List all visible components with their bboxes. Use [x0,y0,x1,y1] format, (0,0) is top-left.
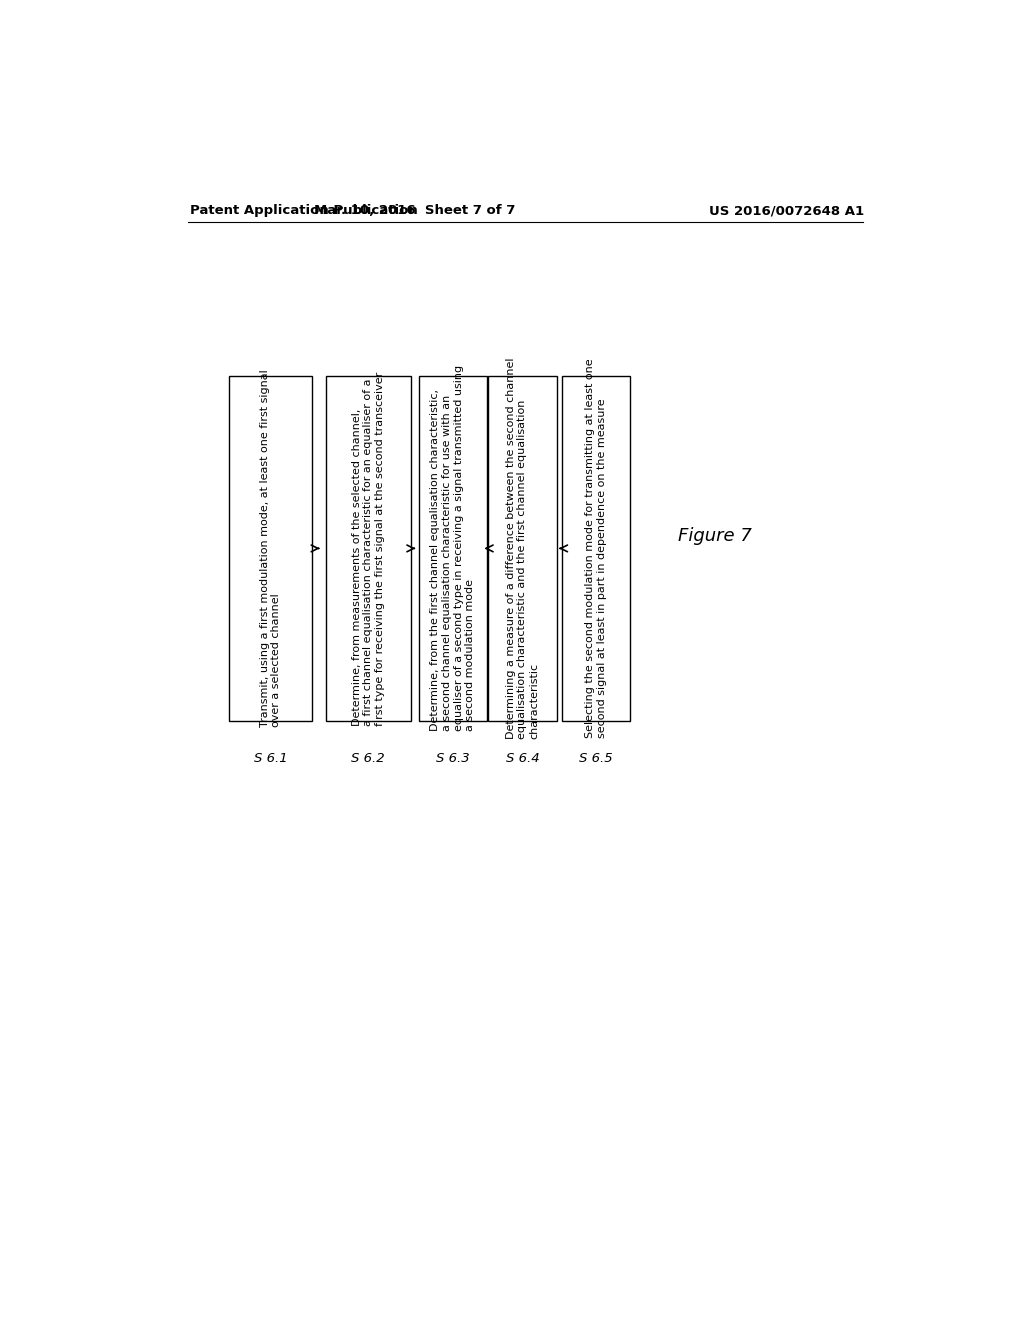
Text: Transmit, using a first modulation mode, at least one first signal
over a select: Transmit, using a first modulation mode,… [260,370,282,727]
Bar [562,376,630,721]
Text: Selecting the second modulation mode for transmitting at least one
second signal: Selecting the second modulation mode for… [586,359,607,738]
Text: Determine, from measurements of the selected channel,
a first channel equalisati: Determine, from measurements of the sele… [351,371,385,726]
Text: Figure 7: Figure 7 [678,527,752,545]
Bar [487,376,557,721]
Text: Mar. 10, 2016  Sheet 7 of 7: Mar. 10, 2016 Sheet 7 of 7 [314,205,515,218]
Bar [326,376,411,721]
Text: S 6.2: S 6.2 [351,752,385,766]
Text: S 6.1: S 6.1 [254,752,288,766]
Bar [419,376,486,721]
Text: Determining a measure of a difference between the second channel
equalisation ch: Determining a measure of a difference be… [506,358,539,739]
Text: Patent Application Publication: Patent Application Publication [190,205,418,218]
Text: S 6.3: S 6.3 [436,752,470,766]
Bar [228,376,312,721]
Text: S 6.5: S 6.5 [580,752,613,766]
Text: Determine, from the first channel equalisation characteristic,
a second channel : Determine, from the first channel equali… [430,366,475,731]
Text: US 2016/0072648 A1: US 2016/0072648 A1 [710,205,864,218]
Text: S 6.4: S 6.4 [506,752,540,766]
